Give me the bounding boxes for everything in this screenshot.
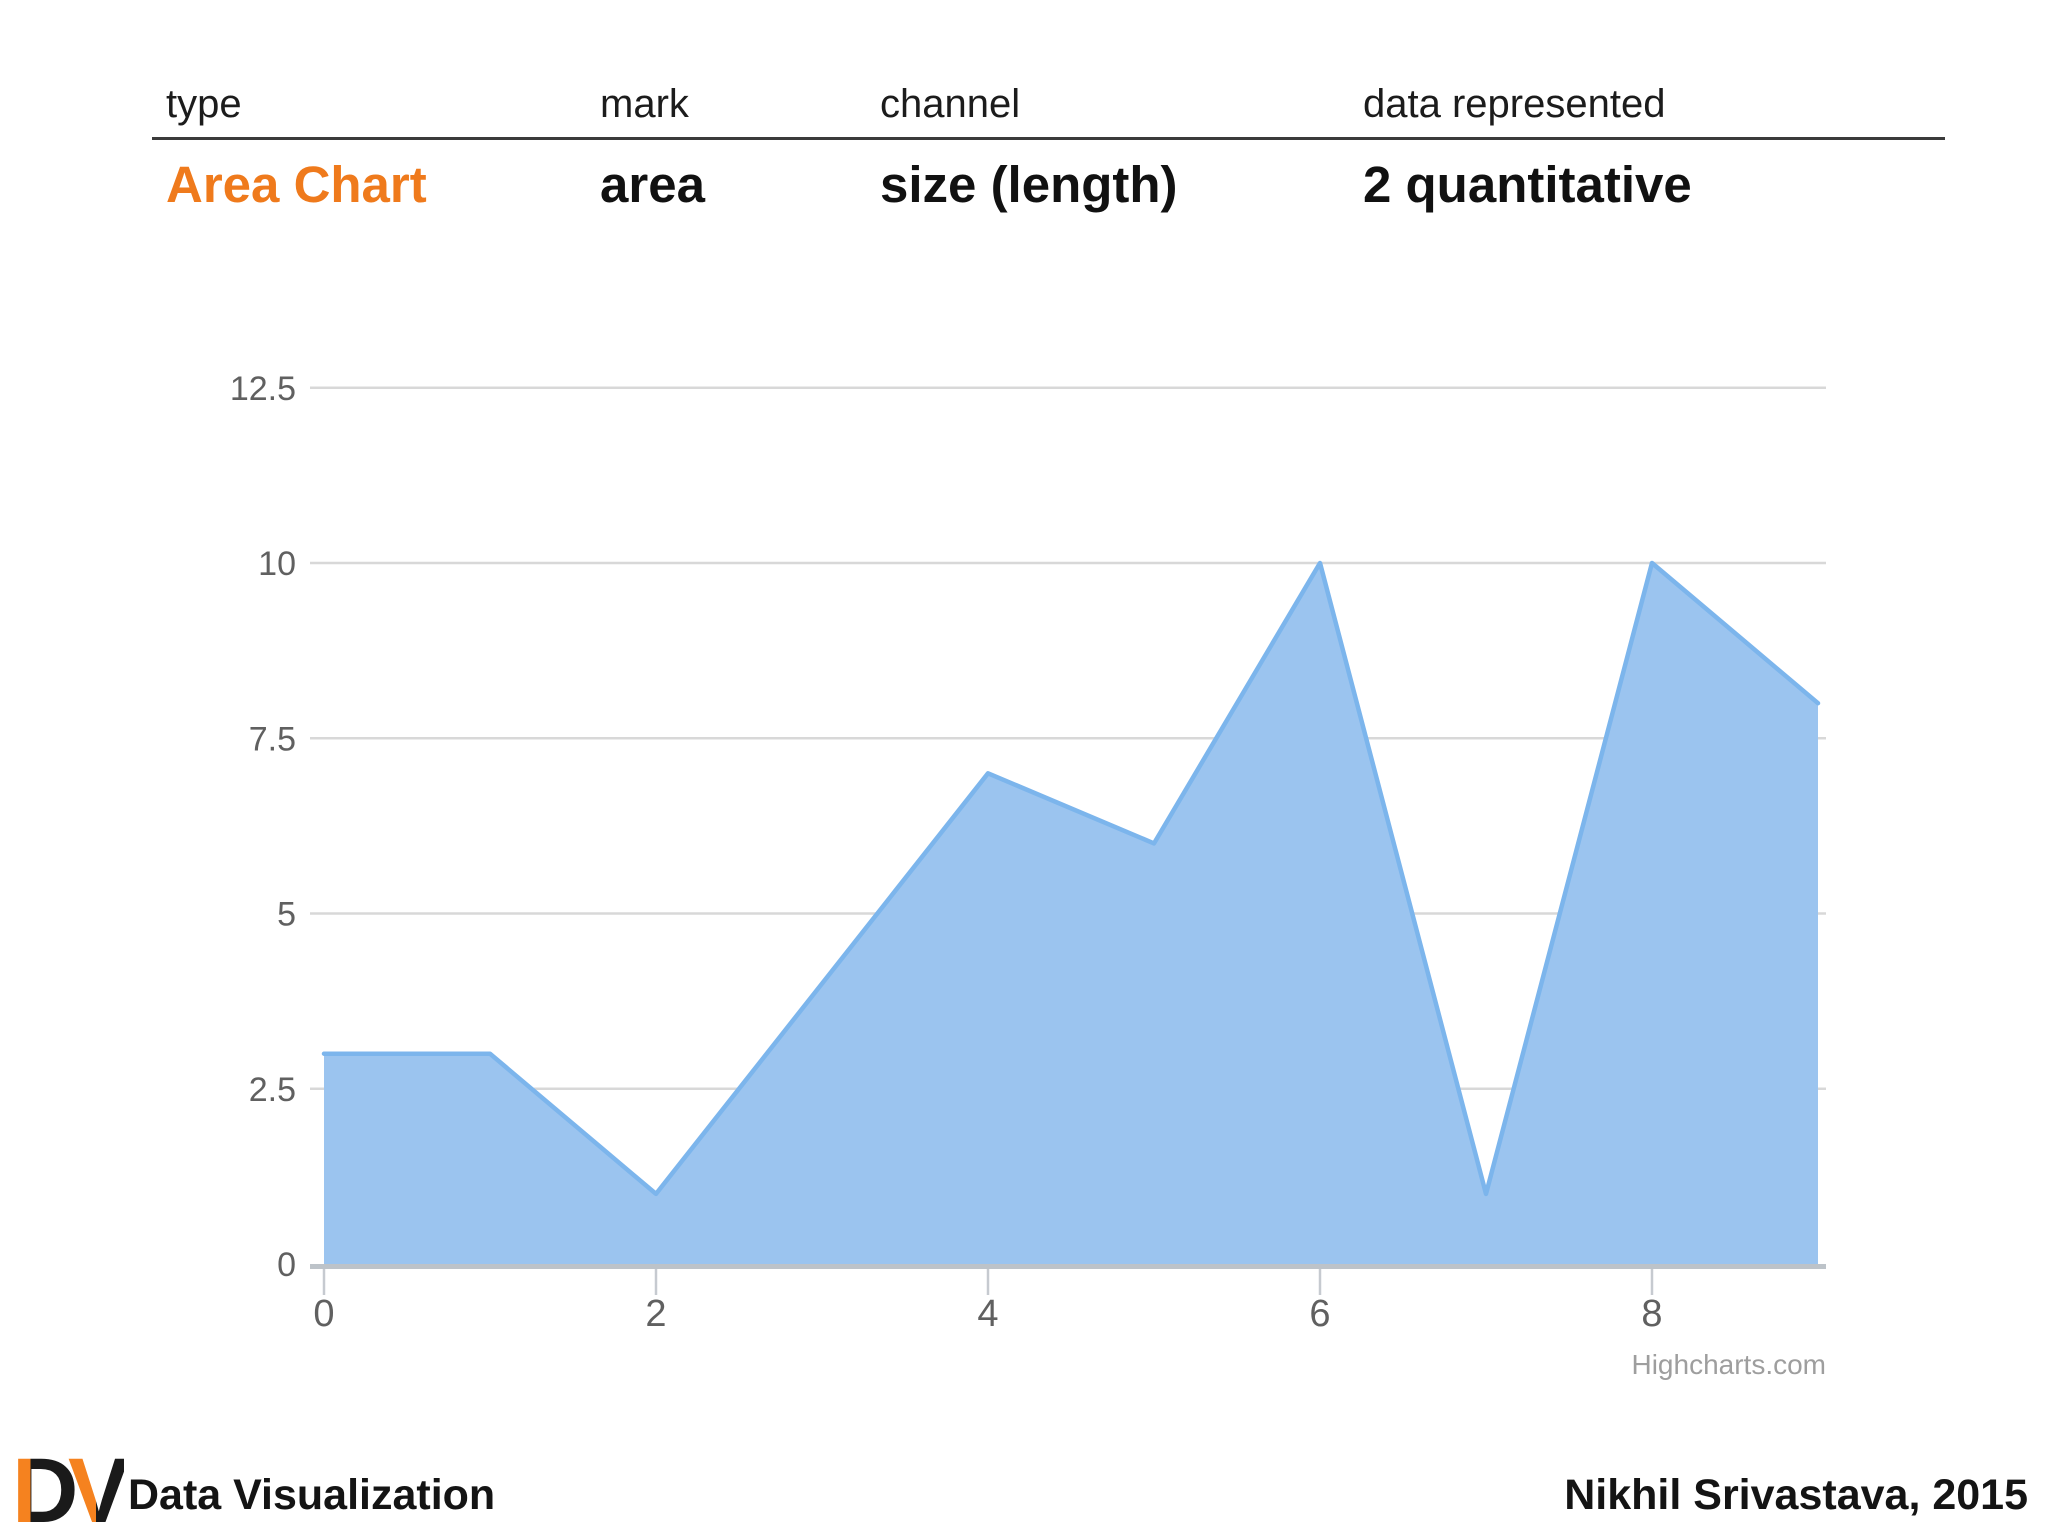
x-axis-label: 6	[1309, 1293, 1330, 1335]
cell-chart-type: Area Chart	[166, 156, 427, 213]
dv-logo: D V	[12, 1452, 124, 1532]
logo-letter-d: D	[12, 1452, 78, 1532]
area-outline	[321, 560, 1821, 1197]
y-axis-label: 7.5	[249, 720, 296, 758]
y-axis-label: 10	[258, 545, 296, 583]
logo-letter-v: V	[68, 1452, 124, 1532]
y-axis-label: 5	[277, 896, 296, 934]
highcharts-credits-link[interactable]: Highcharts.com	[1631, 1349, 1826, 1380]
column-header-mark: mark	[600, 82, 689, 126]
cell-data-represented: 2 quantitative	[1363, 156, 1692, 213]
x-axis-label: 4	[977, 1293, 998, 1335]
column-header-channel: channel	[880, 82, 1021, 126]
x-axis-label: 2	[645, 1293, 666, 1335]
area-fill	[324, 563, 1818, 1264]
x-axis-label: 0	[313, 1293, 334, 1335]
cell-mark: area	[600, 156, 705, 213]
cell-channel: size (length)	[880, 156, 1178, 213]
footer-brand: Data Visualization	[128, 1471, 496, 1519]
table-divider	[152, 137, 1945, 140]
column-header-type: type	[166, 82, 242, 126]
y-axis-label: 0	[277, 1246, 296, 1284]
y-axis-label: 12.5	[230, 370, 296, 408]
x-axis-label: 8	[1641, 1293, 1662, 1335]
footer-author: Nikhil Srivastava, 2015	[1564, 1471, 2028, 1519]
column-header-data-represented: data represented	[1363, 82, 1666, 126]
y-axis-label: 2.5	[249, 1071, 296, 1109]
